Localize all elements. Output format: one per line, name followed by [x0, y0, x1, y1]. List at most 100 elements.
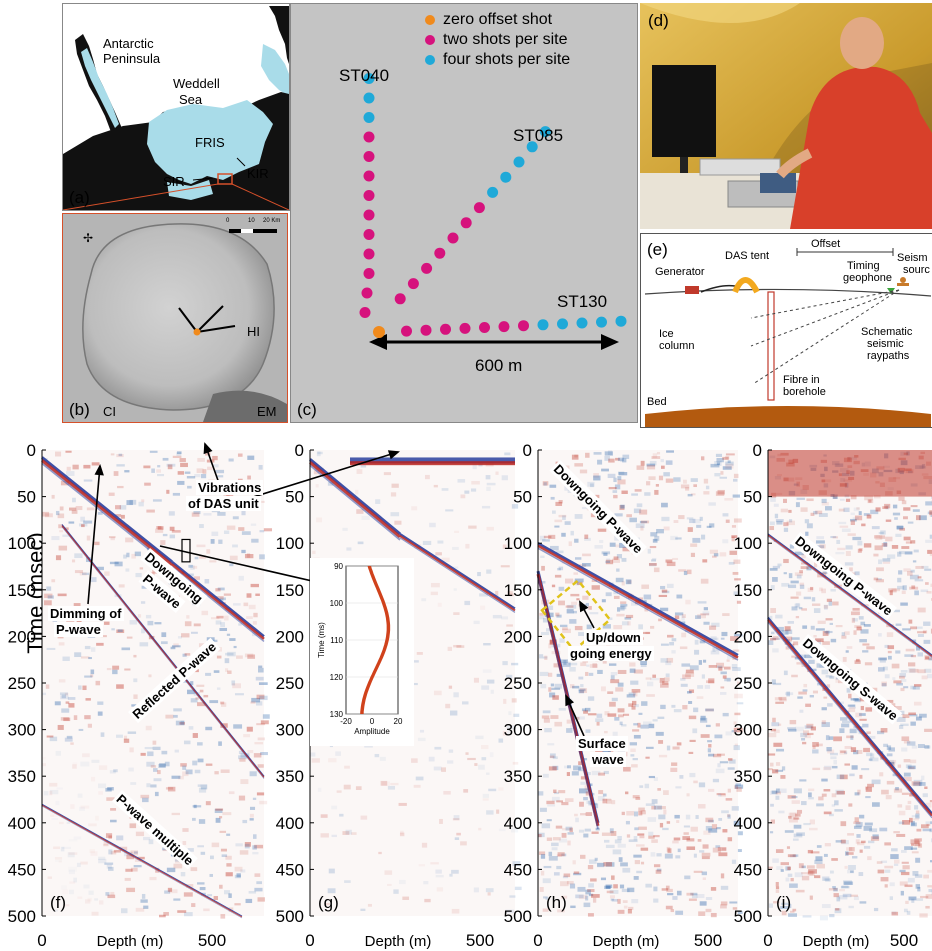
noise-mark — [720, 885, 729, 890]
noise-mark — [914, 579, 924, 582]
noise-mark — [238, 575, 244, 581]
noise-mark — [781, 902, 790, 905]
x-tick-label: 0 — [763, 931, 772, 950]
noise-mark — [419, 729, 425, 733]
noise-mark — [689, 772, 696, 778]
noise-mark — [159, 567, 169, 570]
noise-mark — [925, 501, 932, 506]
noise-mark — [653, 805, 662, 810]
noise-mark — [908, 896, 917, 901]
noise-mark — [880, 599, 885, 603]
label-hi: HI — [247, 324, 260, 339]
noise-mark — [150, 784, 157, 788]
noise-mark — [627, 909, 632, 914]
noise-mark — [232, 683, 241, 689]
noise-mark — [480, 605, 486, 610]
noise-mark — [613, 494, 618, 499]
noise-mark — [849, 773, 855, 777]
noise-mark — [456, 645, 465, 648]
noise-mark — [547, 672, 553, 677]
noise-mark — [812, 749, 819, 754]
noise-mark — [924, 728, 932, 732]
noise-mark — [79, 572, 87, 576]
noise-mark — [913, 782, 922, 787]
noise-mark — [564, 486, 572, 491]
noise-mark — [255, 676, 264, 681]
noise-mark — [574, 463, 584, 467]
noise-mark — [784, 830, 794, 833]
noise-mark — [674, 615, 680, 620]
noise-mark — [841, 635, 847, 639]
noise-mark — [110, 808, 117, 811]
noise-mark — [676, 742, 682, 746]
survey-dot-st085 — [487, 186, 499, 198]
noise-mark — [473, 887, 479, 893]
noise-mark — [690, 892, 698, 896]
noise-mark — [613, 625, 623, 630]
noise-mark — [585, 895, 589, 901]
noise-mark — [580, 776, 586, 780]
noise-mark — [585, 812, 592, 816]
noise-mark — [622, 867, 631, 873]
noise-mark — [611, 875, 615, 880]
noise-mark — [569, 827, 573, 833]
noise-mark — [734, 578, 741, 581]
label-bed: Bed — [647, 396, 667, 408]
noise-mark — [791, 796, 798, 799]
noise-mark — [818, 513, 828, 517]
noise-mark — [832, 886, 836, 889]
noise-mark — [710, 887, 717, 891]
noise-mark — [823, 696, 828, 699]
sir-pointer — [192, 177, 214, 181]
noise-mark — [597, 669, 603, 674]
noise-mark — [710, 463, 720, 468]
noise-mark — [490, 689, 494, 694]
noise-mark — [567, 840, 571, 846]
legend-item-zero-offset: zero offset shot — [425, 10, 570, 30]
noise-mark — [867, 594, 874, 597]
noise-mark — [205, 672, 212, 676]
noise-mark — [687, 527, 693, 532]
noise-mark — [780, 775, 786, 779]
noise-mark — [64, 527, 69, 531]
noise-mark — [850, 495, 857, 500]
noise-mark — [811, 603, 821, 606]
noise-mark — [597, 862, 604, 868]
noise-mark — [601, 832, 611, 836]
noise-mark — [707, 748, 712, 753]
noise-mark — [810, 851, 820, 854]
noise-mark — [558, 586, 565, 591]
noise-mark — [216, 655, 222, 659]
noise-mark — [777, 563, 782, 567]
noise-mark — [109, 770, 116, 774]
noise-mark — [586, 624, 592, 630]
noise-mark — [542, 539, 550, 542]
noise-mark — [190, 499, 199, 505]
noise-mark — [68, 703, 75, 708]
noise-mark — [585, 602, 589, 607]
noise-mark — [445, 509, 454, 512]
noise-mark — [83, 884, 90, 889]
noise-mark — [606, 890, 614, 894]
noise-mark — [215, 596, 224, 600]
noise-mark — [356, 509, 364, 514]
noise-mark — [637, 833, 645, 836]
noise-mark — [585, 452, 590, 458]
noise-mark — [131, 553, 136, 559]
ice-surface — [644, 288, 932, 297]
noise-mark — [835, 625, 843, 628]
noise-mark — [790, 910, 795, 913]
noise-mark — [607, 750, 614, 753]
person-jacket — [790, 66, 932, 229]
noise-mark — [583, 796, 588, 801]
noise-mark — [70, 804, 75, 809]
noise-mark — [708, 828, 718, 833]
noise-mark — [925, 582, 929, 585]
label-raypaths: raypaths — [867, 350, 910, 362]
ice-rise-outline — [82, 223, 275, 411]
early-arrival-band — [768, 450, 932, 497]
noise-mark — [867, 735, 876, 739]
noise-mark — [566, 880, 574, 885]
noise-mark — [910, 721, 916, 726]
